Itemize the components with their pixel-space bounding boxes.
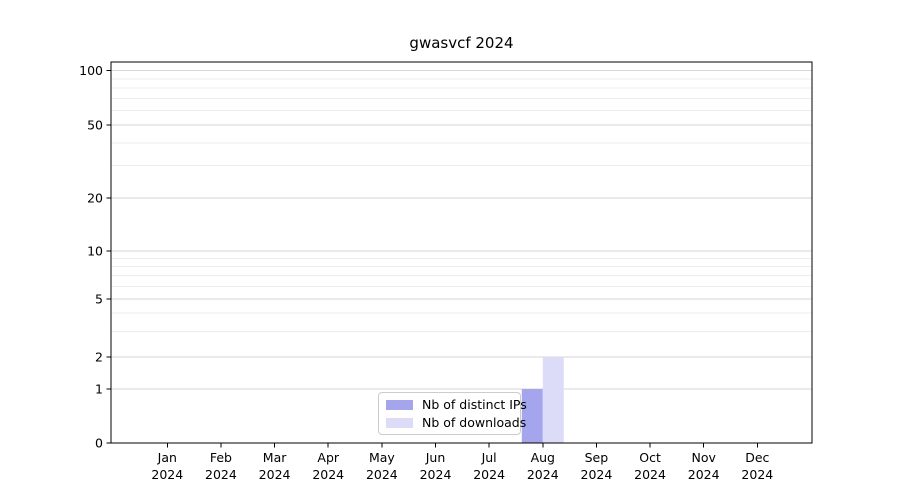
legend-swatch-downloads [386,417,413,428]
x-tick-label-month: Mar [263,450,287,465]
chart-title: gwasvcf 2024 [409,34,514,52]
x-tick-label-month: Jul [481,450,497,465]
x-tick-label-year: 2024 [581,467,613,482]
y-tick-label: 100 [79,63,103,78]
y-tick-label: 2 [95,349,103,364]
x-tick-label-month: Jan [157,450,177,465]
y-tick-label: 5 [95,291,103,306]
x-tick-label-year: 2024 [312,467,344,482]
y-tick-label: 50 [87,117,103,132]
x-tick-label-month: Sep [585,450,609,465]
x-tick-label-year: 2024 [259,467,291,482]
legend-item-distinct-ips: Nb of distinct IPs [386,397,527,412]
legend-item-downloads: Nb of downloads [386,415,526,430]
x-tick-label-year: 2024 [366,467,398,482]
x-tick-label-year: 2024 [527,467,559,482]
x-tick-label-year: 2024 [151,467,183,482]
x-tick-label-month: Dec [745,450,769,465]
x-tick-label-year: 2024 [473,467,505,482]
y-tick-label: 10 [87,243,103,258]
x-tick-label-month: Nov [691,450,716,465]
x-tick-label-month: May [369,450,395,465]
bar-downloads [542,357,564,443]
plot-frame [110,61,813,444]
legend-label-downloads: Nb of downloads [422,414,527,430]
x-tick-label-month: Jun [425,450,446,465]
y-tick-label: 20 [87,190,103,205]
x-tick-label-month: Oct [639,450,661,465]
x-tick-label-month: Feb [210,450,232,465]
legend: Nb of distinct IPs Nb of downloads [378,392,527,435]
x-tick-label-year: 2024 [688,467,720,482]
x-tick-label-month: Aug [531,450,555,465]
x-tick-label-year: 2024 [420,467,452,482]
x-tick-label-year: 2024 [634,467,666,482]
y-tick-label: 0 [95,435,103,450]
legend-label-distinct-ips: Nb of distinct IPs [422,396,527,412]
x-tick-label-year: 2024 [205,467,237,482]
x-tick-label-year: 2024 [741,467,773,482]
x-tick-label-month: Apr [317,450,339,465]
legend-swatch-distinct-ips [386,399,413,410]
bar-distinct-ips [521,389,543,443]
y-tick-label: 1 [95,381,103,396]
